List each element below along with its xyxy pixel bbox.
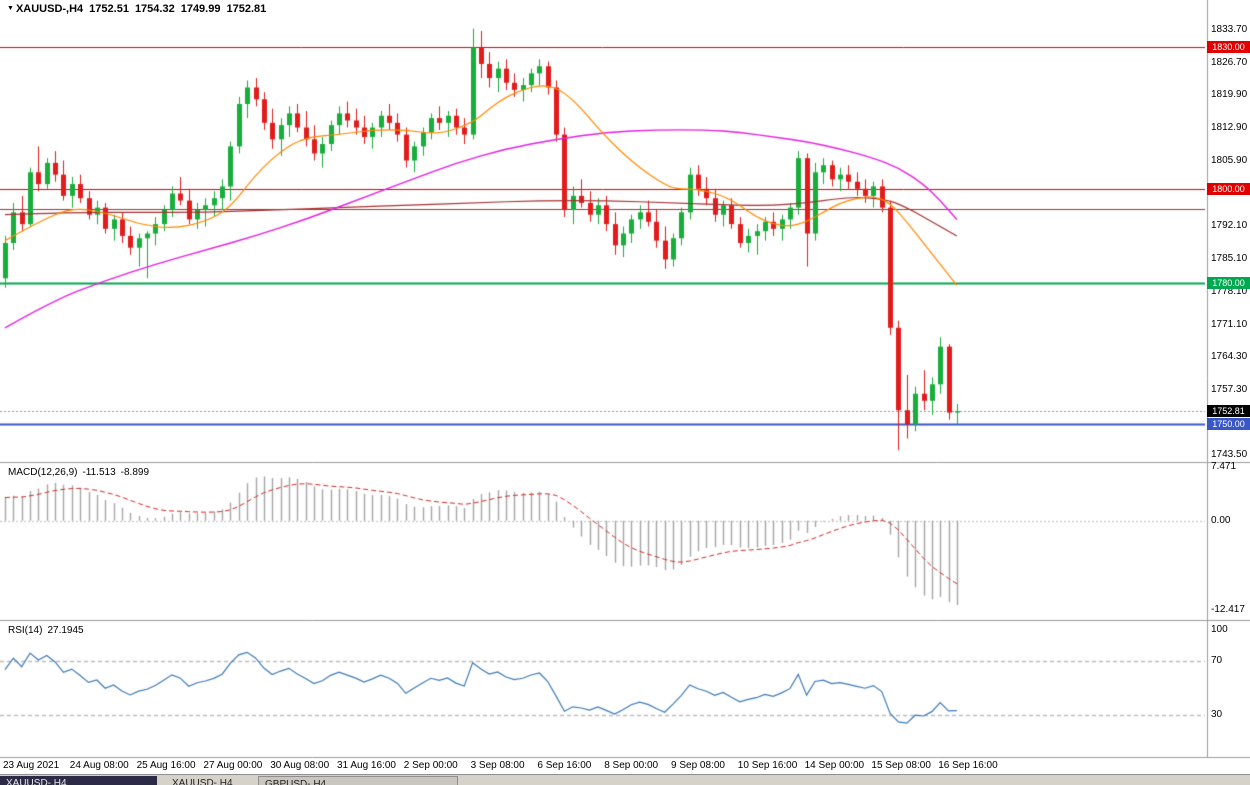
- time-axis-label: 31 Aug 16:00: [337, 760, 396, 771]
- chart-tab[interactable]: XAUUSD-,H4: [0, 776, 157, 785]
- time-axis-label: 24 Aug 08:00: [69, 760, 129, 771]
- price-axis-label: 1792.10: [1211, 220, 1248, 231]
- rsi-axis-label: 30: [1211, 709, 1223, 720]
- chart-tab-label: GBPUSD-,H4: [265, 779, 327, 785]
- time-axis-label: 16 Sep 16:00: [938, 760, 998, 771]
- time-axis-label: 2 Sep 00:00: [403, 760, 458, 771]
- price-axis-label: 1826.70: [1211, 56, 1248, 68]
- macd-params-label: MACD(12,26,9): [8, 467, 78, 478]
- price-axis-label: 1805.90: [1211, 154, 1248, 166]
- rsi-value: 27.1945: [47, 625, 84, 636]
- symbol-timeframe-label: XAUUSD-,H4: [15, 3, 84, 15]
- price-axis[interactable]: 1833.70 1826.70 1819.90 1812.90 1805.90 1792.…: [1207, 0, 1250, 462]
- chart-tab[interactable]: XAUUSD-,H4: [166, 776, 256, 785]
- price-axis-label: 1785.10: [1211, 252, 1248, 264]
- price-axis-label: 1819.90: [1211, 89, 1248, 101]
- ohlc-close: 1752.81: [226, 3, 267, 15]
- macd-main-value: -11.513: [82, 467, 116, 478]
- time-axis[interactable]: 23 Aug 2021 24 Aug 08:00 25 Aug 16:00 27 Au…: [0, 758, 1207, 773]
- time-axis-label: 8 Sep 00:00: [604, 760, 659, 771]
- macd-axis-label: 0.00: [1211, 514, 1231, 526]
- rsi-axis-label: 70: [1211, 655, 1223, 666]
- price-level-tag: 1800.00: [1207, 182, 1250, 195]
- price-axis-label: 1833.70: [1211, 24, 1248, 35]
- ohlc-open: 1752.51: [89, 3, 129, 15]
- price-axis-label: 1812.90: [1211, 122, 1248, 133]
- time-axis-label: 9 Sep 08:00: [671, 760, 725, 771]
- time-axis-label: 25 Aug 16:00: [136, 760, 196, 771]
- ohlc-high: 1754.32: [134, 3, 175, 15]
- price-level-tag: 1750.00: [1207, 418, 1250, 431]
- macd-axis-label: -12.417: [1211, 604, 1245, 615]
- price-level-tag: 1830.00: [1207, 41, 1250, 54]
- chart-shift-marker-icon: ▼: [7, 5, 14, 12]
- bottom-tab-bar: XAUUSD-,H4 XAUUSD-,H4 GBPUSD-,H4: [0, 774, 1250, 785]
- macd-axis[interactable]: 7.471 0.00 -12.417: [1207, 461, 1250, 620]
- macd-signal-value: -8.899: [120, 467, 150, 478]
- chart-ohlc-header: ▼ XAUUSD-,H4 1752.51 1754.32 1749.99 1752.81: [7, 3, 272, 15]
- time-axis-label: 6 Sep 16:00: [537, 760, 592, 771]
- time-axis-label: 10 Sep 16:00: [737, 760, 798, 771]
- chart-tab-label: XAUUSD-,H4: [172, 778, 233, 785]
- time-axis-label: 3 Sep 08:00: [470, 760, 525, 771]
- time-axis-label: 30 Aug 08:00: [270, 760, 330, 771]
- rsi-params-label: RSI(14): [8, 625, 43, 636]
- price-axis-label: 1764.30: [1211, 350, 1248, 362]
- chart-tab[interactable]: GBPUSD-,H4: [258, 776, 458, 785]
- price-axis-label: 1771.10: [1211, 318, 1248, 330]
- current-price-tag: 1752.81: [1207, 405, 1250, 418]
- chart-tab-label: XAUUSD-,H4: [6, 778, 67, 785]
- price-axis-label: 1757.30: [1211, 383, 1248, 395]
- time-axis-label: 14 Sep 00:00: [804, 760, 865, 771]
- price-axis-label: 1778.10: [1211, 285, 1248, 297]
- time-axis-label: 15 Sep 08:00: [871, 760, 931, 771]
- time-axis-label: 23 Aug 2021: [3, 760, 60, 771]
- price-level-tag: 1780.00: [1207, 277, 1250, 290]
- rsi-axis[interactable]: 100 70 30: [1207, 621, 1250, 757]
- rsi-indicator-label: RSI(14) 27.1945: [8, 625, 89, 636]
- macd-indicator-label: MACD(12,26,9) -11.513 -8.899: [8, 467, 154, 478]
- price-axis-label: 1743.50: [1211, 449, 1248, 460]
- ohlc-low: 1749.99: [180, 3, 221, 15]
- rsi-axis-label: 100: [1211, 624, 1228, 635]
- time-axis-label: 27 Aug 00:00: [203, 760, 263, 771]
- macd-axis-label: 7.471: [1211, 461, 1237, 472]
